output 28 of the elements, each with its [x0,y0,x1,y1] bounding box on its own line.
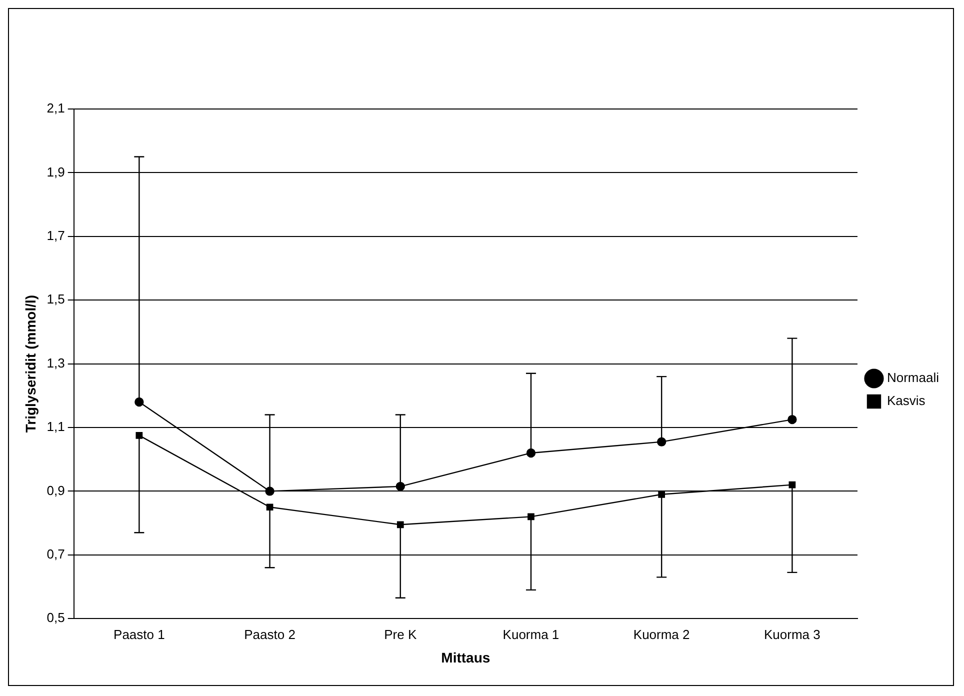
y-tick-label: 1,1 [46,419,65,434]
y-tick-label: 0,5 [46,610,65,626]
point [526,448,536,458]
point [396,482,405,492]
x-tick-label: Kuorma 2 [633,626,690,642]
point [136,432,143,439]
x-axis-title: Mittaus [441,649,490,666]
point [658,490,666,498]
y-axis-title: Triglyseridit (mmol/l) [22,294,38,433]
x-tick-label: Kuorma 1 [502,626,560,642]
point [788,414,797,424]
y-tick-label: 2,1 [46,100,65,116]
x-tick-label: Paasto 1 [114,626,165,642]
point [528,513,534,520]
y-tick-label: 0,7 [46,546,65,562]
legend-label: Kasvis [886,393,926,408]
x-tick-label: Paasto 2 [244,626,296,642]
y-tick-label: 1,9 [46,164,65,180]
y-tick-label: 1,5 [46,292,65,307]
x-tick-label: Kuorma 3 [764,626,820,642]
point [396,521,404,528]
y-tick-label: 0,9 [46,482,65,498]
point [134,397,144,407]
y-tick-label: 1,7 [46,228,65,243]
point [656,437,666,446]
legend-label: Normaali [886,370,940,386]
x-tick-label: Pre K [384,626,417,642]
y-tick-label: 1,3 [46,355,65,370]
